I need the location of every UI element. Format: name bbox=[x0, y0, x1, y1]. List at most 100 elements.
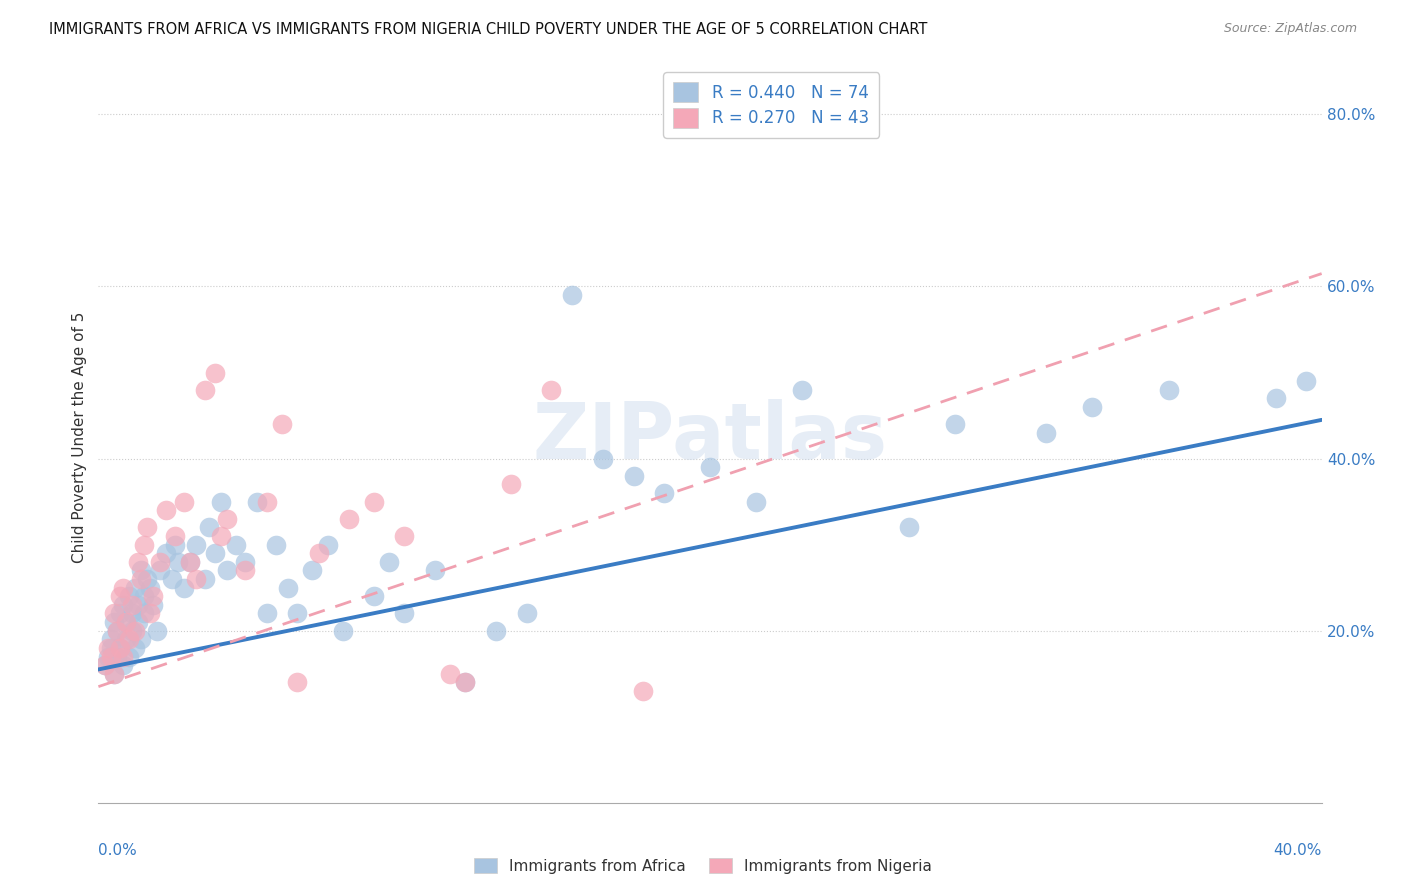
Point bbox=[233, 564, 256, 578]
Point bbox=[485, 624, 508, 638]
Point bbox=[186, 572, 208, 586]
Point bbox=[118, 589, 141, 603]
Point bbox=[179, 555, 201, 569]
Point bbox=[623, 468, 645, 483]
Point bbox=[139, 607, 162, 621]
Point bbox=[194, 572, 217, 586]
Point bbox=[129, 572, 152, 586]
Point bbox=[160, 572, 183, 586]
Point bbox=[108, 640, 131, 655]
Point bbox=[233, 555, 256, 569]
Legend: R = 0.440   N = 74, R = 0.270   N = 43: R = 0.440 N = 74, R = 0.270 N = 43 bbox=[664, 72, 879, 137]
Point bbox=[285, 675, 308, 690]
Point bbox=[1035, 425, 1057, 440]
Point bbox=[277, 581, 299, 595]
Point bbox=[423, 564, 446, 578]
Point bbox=[270, 417, 292, 432]
Point bbox=[134, 607, 156, 621]
Point bbox=[115, 615, 138, 629]
Point bbox=[173, 494, 195, 508]
Text: 0.0%: 0.0% bbox=[98, 843, 138, 858]
Point bbox=[163, 538, 186, 552]
Point bbox=[540, 383, 562, 397]
Point bbox=[118, 632, 141, 647]
Point bbox=[316, 538, 339, 552]
Point bbox=[129, 632, 152, 647]
Point bbox=[111, 649, 134, 664]
Point bbox=[561, 288, 583, 302]
Point bbox=[363, 494, 385, 508]
Point bbox=[215, 512, 238, 526]
Point bbox=[308, 546, 330, 560]
Point bbox=[155, 546, 177, 560]
Point bbox=[1081, 400, 1104, 414]
Point bbox=[97, 649, 120, 664]
Point bbox=[363, 589, 385, 603]
Point bbox=[115, 615, 138, 629]
Point bbox=[246, 494, 269, 508]
Point bbox=[439, 666, 461, 681]
Point bbox=[127, 555, 149, 569]
Point bbox=[105, 624, 128, 638]
Point bbox=[142, 598, 165, 612]
Point bbox=[337, 512, 360, 526]
Point bbox=[897, 520, 920, 534]
Text: Source: ZipAtlas.com: Source: ZipAtlas.com bbox=[1223, 22, 1357, 36]
Point bbox=[204, 546, 226, 560]
Point bbox=[127, 615, 149, 629]
Point bbox=[111, 598, 134, 612]
Point bbox=[378, 555, 401, 569]
Point bbox=[97, 640, 120, 655]
Point bbox=[454, 675, 477, 690]
Point bbox=[149, 555, 172, 569]
Text: ZIPatlas: ZIPatlas bbox=[533, 399, 887, 475]
Point bbox=[256, 494, 278, 508]
Point bbox=[745, 494, 768, 508]
Point bbox=[186, 538, 208, 552]
Point bbox=[652, 486, 675, 500]
Point bbox=[129, 564, 152, 578]
Point bbox=[108, 607, 131, 621]
Point bbox=[631, 684, 654, 698]
Point bbox=[1157, 383, 1180, 397]
Point bbox=[392, 529, 416, 543]
Point bbox=[256, 607, 278, 621]
Point bbox=[149, 564, 172, 578]
Point bbox=[100, 649, 122, 664]
Point bbox=[118, 649, 141, 664]
Point bbox=[142, 589, 165, 603]
Point bbox=[225, 538, 247, 552]
Point bbox=[108, 640, 131, 655]
Point bbox=[105, 624, 128, 638]
Point bbox=[103, 615, 125, 629]
Point bbox=[121, 607, 143, 621]
Point bbox=[197, 520, 219, 534]
Point bbox=[145, 624, 167, 638]
Point bbox=[121, 624, 143, 638]
Point bbox=[215, 564, 238, 578]
Point bbox=[124, 624, 146, 638]
Point bbox=[139, 581, 162, 595]
Point bbox=[516, 607, 538, 621]
Point bbox=[454, 675, 477, 690]
Point bbox=[100, 632, 122, 647]
Point bbox=[155, 503, 177, 517]
Point bbox=[93, 658, 115, 673]
Point bbox=[209, 494, 232, 508]
Point bbox=[111, 658, 134, 673]
Point bbox=[209, 529, 232, 543]
Point bbox=[173, 581, 195, 595]
Point bbox=[124, 581, 146, 595]
Point bbox=[136, 572, 159, 586]
Point bbox=[699, 460, 721, 475]
Point bbox=[93, 658, 115, 673]
Point bbox=[134, 589, 156, 603]
Point bbox=[501, 477, 523, 491]
Text: IMMIGRANTS FROM AFRICA VS IMMIGRANTS FROM NIGERIA CHILD POVERTY UNDER THE AGE OF: IMMIGRANTS FROM AFRICA VS IMMIGRANTS FRO… bbox=[49, 22, 928, 37]
Point bbox=[194, 383, 217, 397]
Point bbox=[167, 555, 190, 569]
Point bbox=[115, 632, 138, 647]
Point bbox=[392, 607, 416, 621]
Point bbox=[103, 666, 125, 681]
Point bbox=[100, 640, 122, 655]
